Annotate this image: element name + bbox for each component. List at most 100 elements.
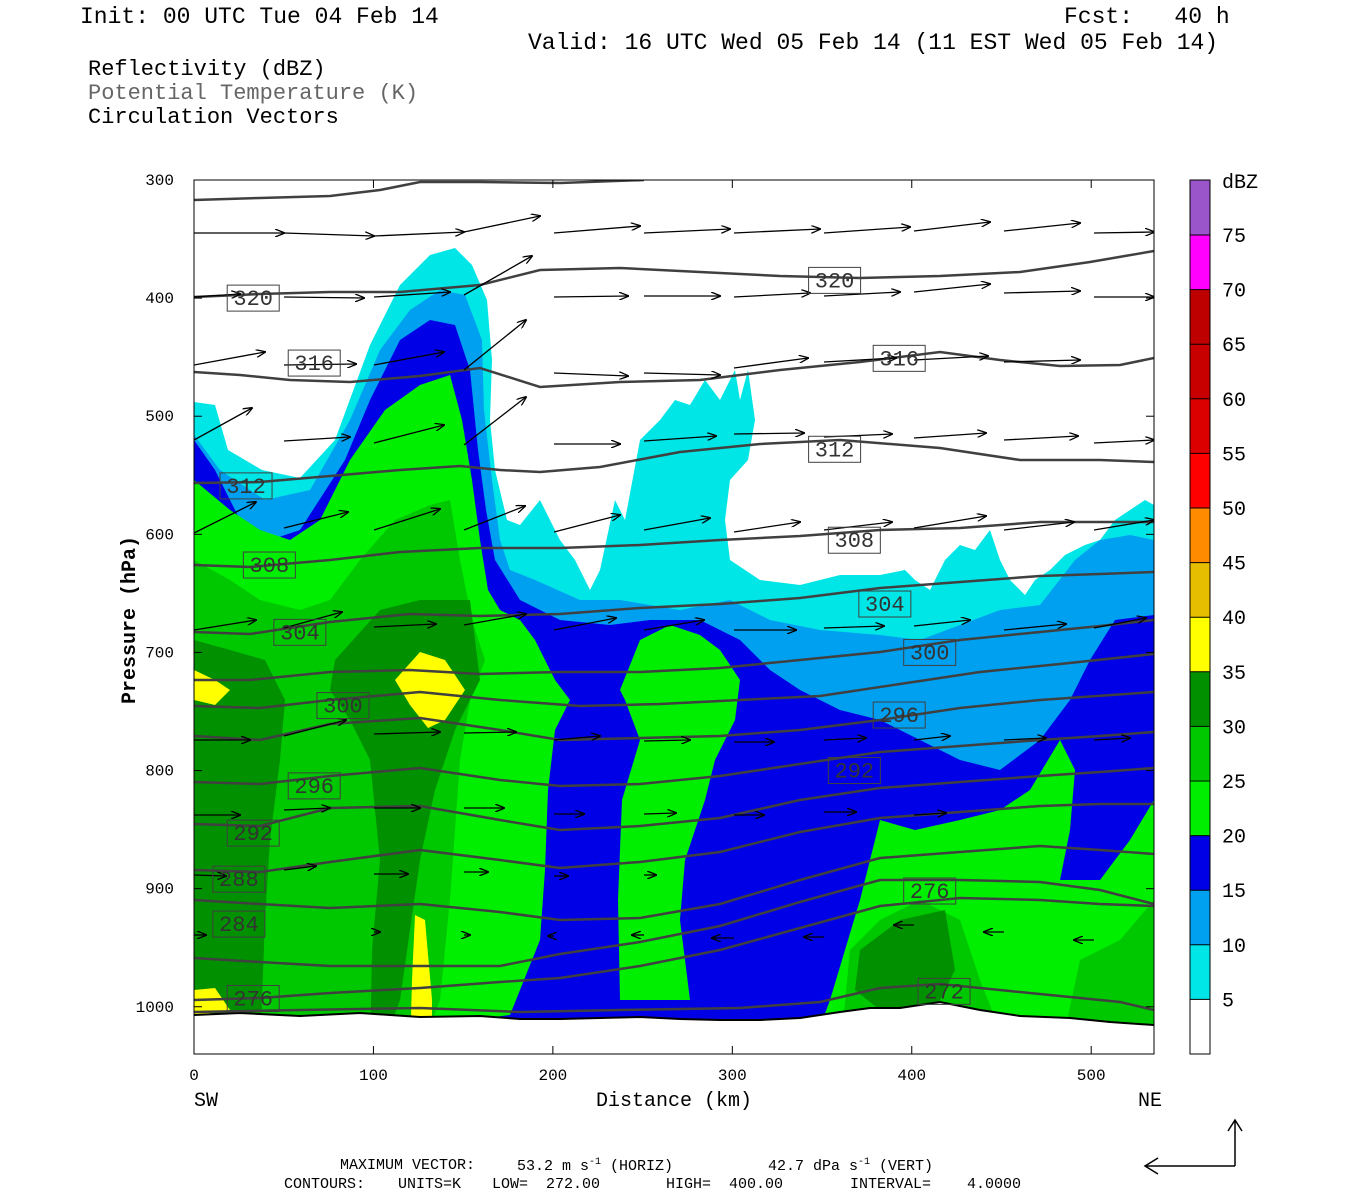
circulation-vector bbox=[1093, 618, 1146, 629]
y-tick-label: 500 bbox=[145, 408, 174, 426]
colorbar-level-label: 65 bbox=[1222, 335, 1246, 358]
circulation-vector bbox=[373, 425, 444, 444]
circulation-vector bbox=[823, 522, 892, 531]
circulation-vector bbox=[373, 292, 450, 298]
circulation-vectors bbox=[194, 216, 1154, 940]
theta-contour-line bbox=[194, 802, 1154, 874]
circulation-vector bbox=[913, 736, 950, 740]
circulation-vector bbox=[553, 618, 616, 631]
circulation-vector bbox=[643, 373, 720, 375]
colorbar-band bbox=[1190, 344, 1210, 399]
theta-contour-label-box bbox=[872, 344, 926, 372]
circulation-vector bbox=[643, 813, 676, 814]
circulation-vector bbox=[373, 509, 440, 531]
circulation-vector bbox=[194, 408, 252, 441]
valid-time: Valid: 16 UTC Wed 05 Feb 14 (11 EST Wed … bbox=[528, 30, 1219, 56]
colorbar-level-label: 50 bbox=[1222, 499, 1246, 522]
theta-contour-label: 288 bbox=[219, 868, 259, 893]
theta-contour-line bbox=[194, 180, 645, 202]
x-tick-label: 500 bbox=[1077, 1067, 1106, 1085]
colorbar-band bbox=[1190, 617, 1210, 672]
colorbar-band bbox=[1190, 726, 1210, 781]
circulation-vector bbox=[463, 397, 526, 446]
colorbar-band bbox=[1190, 508, 1210, 563]
theta-contour-label-box bbox=[827, 757, 881, 785]
legend-reflectivity: Reflectivity (dBZ) bbox=[88, 57, 326, 82]
colorbar-band bbox=[1190, 671, 1210, 727]
y-axis-label: Pressure (hPa) bbox=[119, 536, 142, 704]
circulation-vector bbox=[913, 284, 990, 293]
init-time: Init: 00 UTC Tue 04 Feb 14 bbox=[80, 4, 439, 30]
circulation-vector bbox=[283, 808, 330, 810]
circulation-vector bbox=[553, 226, 640, 234]
circulation-vector bbox=[1093, 232, 1154, 233]
circulation-vector bbox=[373, 732, 440, 734]
circulation-vector bbox=[194, 502, 256, 534]
x-end-label-right: NE bbox=[1138, 1090, 1162, 1113]
circulation-vector bbox=[823, 738, 866, 740]
reference-vector-icon bbox=[1143, 1118, 1243, 1175]
colorbar-band bbox=[1190, 289, 1210, 345]
x-axis-label: Distance (km) bbox=[596, 1090, 752, 1113]
x-tick-label: 100 bbox=[359, 1067, 388, 1085]
circulation-vector bbox=[823, 292, 900, 297]
circulation-vector bbox=[823, 358, 896, 363]
theta-contour-line bbox=[194, 249, 1154, 299]
theta-contour-label: 284 bbox=[219, 913, 259, 938]
circulation-vector bbox=[194, 620, 256, 631]
theta-contour-label-box bbox=[273, 618, 327, 646]
circulation-vector bbox=[733, 293, 810, 298]
circulation-vector bbox=[463, 320, 526, 371]
theta-contour-label-box bbox=[287, 349, 341, 377]
max-vector-label: MAXIMUM VECTOR: bbox=[340, 1157, 476, 1174]
circulation-vector bbox=[283, 364, 356, 365]
theta-contour-line bbox=[194, 520, 1154, 569]
theta-contour-label-box bbox=[808, 435, 862, 463]
theta-contour-label-box bbox=[872, 701, 926, 729]
colorbar-band bbox=[1190, 235, 1210, 290]
theta-contour-label-box bbox=[226, 284, 280, 312]
circulation-vector bbox=[643, 620, 704, 631]
circulation-vector bbox=[643, 229, 730, 234]
theta-contour-label-box bbox=[226, 819, 280, 847]
theta-contour-line bbox=[194, 766, 1154, 832]
forecast-hour: Fcst: 40 h bbox=[1064, 4, 1230, 30]
circulation-vector bbox=[283, 720, 346, 737]
contours-high: HIGH= 400.00 bbox=[666, 1176, 784, 1193]
theta-contour-label-box bbox=[242, 551, 296, 579]
colorbar-band bbox=[1190, 398, 1210, 454]
y-tick-label: 1000 bbox=[136, 999, 174, 1017]
plot-frame bbox=[193, 179, 1155, 1055]
circulation-vector bbox=[283, 297, 364, 298]
x-tick-label: 300 bbox=[718, 1067, 747, 1085]
theta-contour-line bbox=[194, 896, 1154, 1002]
theta-contour-label: 300 bbox=[323, 695, 363, 720]
circulation-vector bbox=[283, 866, 316, 870]
axis-tick-labels: 0 100 200 300 400 500 300 400 500 600 700 800 900 100… bbox=[136, 172, 1106, 1085]
contours-low: LOW= 272.00 bbox=[492, 1176, 601, 1193]
circulation-vector bbox=[283, 512, 348, 529]
theta-contour-line bbox=[194, 652, 1154, 710]
circulation-vector bbox=[823, 626, 884, 628]
colorbar-band bbox=[1190, 180, 1210, 235]
theta-contour-label-box bbox=[903, 638, 957, 666]
theta-contour-line bbox=[194, 730, 1154, 788]
colorbar-level-label: 20 bbox=[1222, 827, 1246, 850]
circulation-vector bbox=[463, 216, 540, 233]
colorbar-frame bbox=[1189, 179, 1211, 1055]
circulation-vector bbox=[643, 518, 710, 531]
theta-contour-label-box bbox=[226, 984, 280, 1012]
theta-contour-label: 320 bbox=[815, 269, 855, 294]
colorbar-level-label: 15 bbox=[1222, 881, 1246, 904]
max-vector-vert: 42.7 dPa s-1 (VERT) bbox=[768, 1157, 934, 1175]
theta-contour-label: 304 bbox=[865, 593, 905, 618]
circulation-vector bbox=[1003, 738, 1046, 740]
colorbar-level-label: 40 bbox=[1222, 608, 1246, 631]
x-tick-label: 200 bbox=[538, 1067, 567, 1085]
circulation-vector bbox=[733, 358, 808, 369]
theta-contour-line bbox=[194, 982, 1154, 1014]
circulation-vector bbox=[463, 732, 516, 733]
circulation-vector bbox=[463, 614, 526, 626]
